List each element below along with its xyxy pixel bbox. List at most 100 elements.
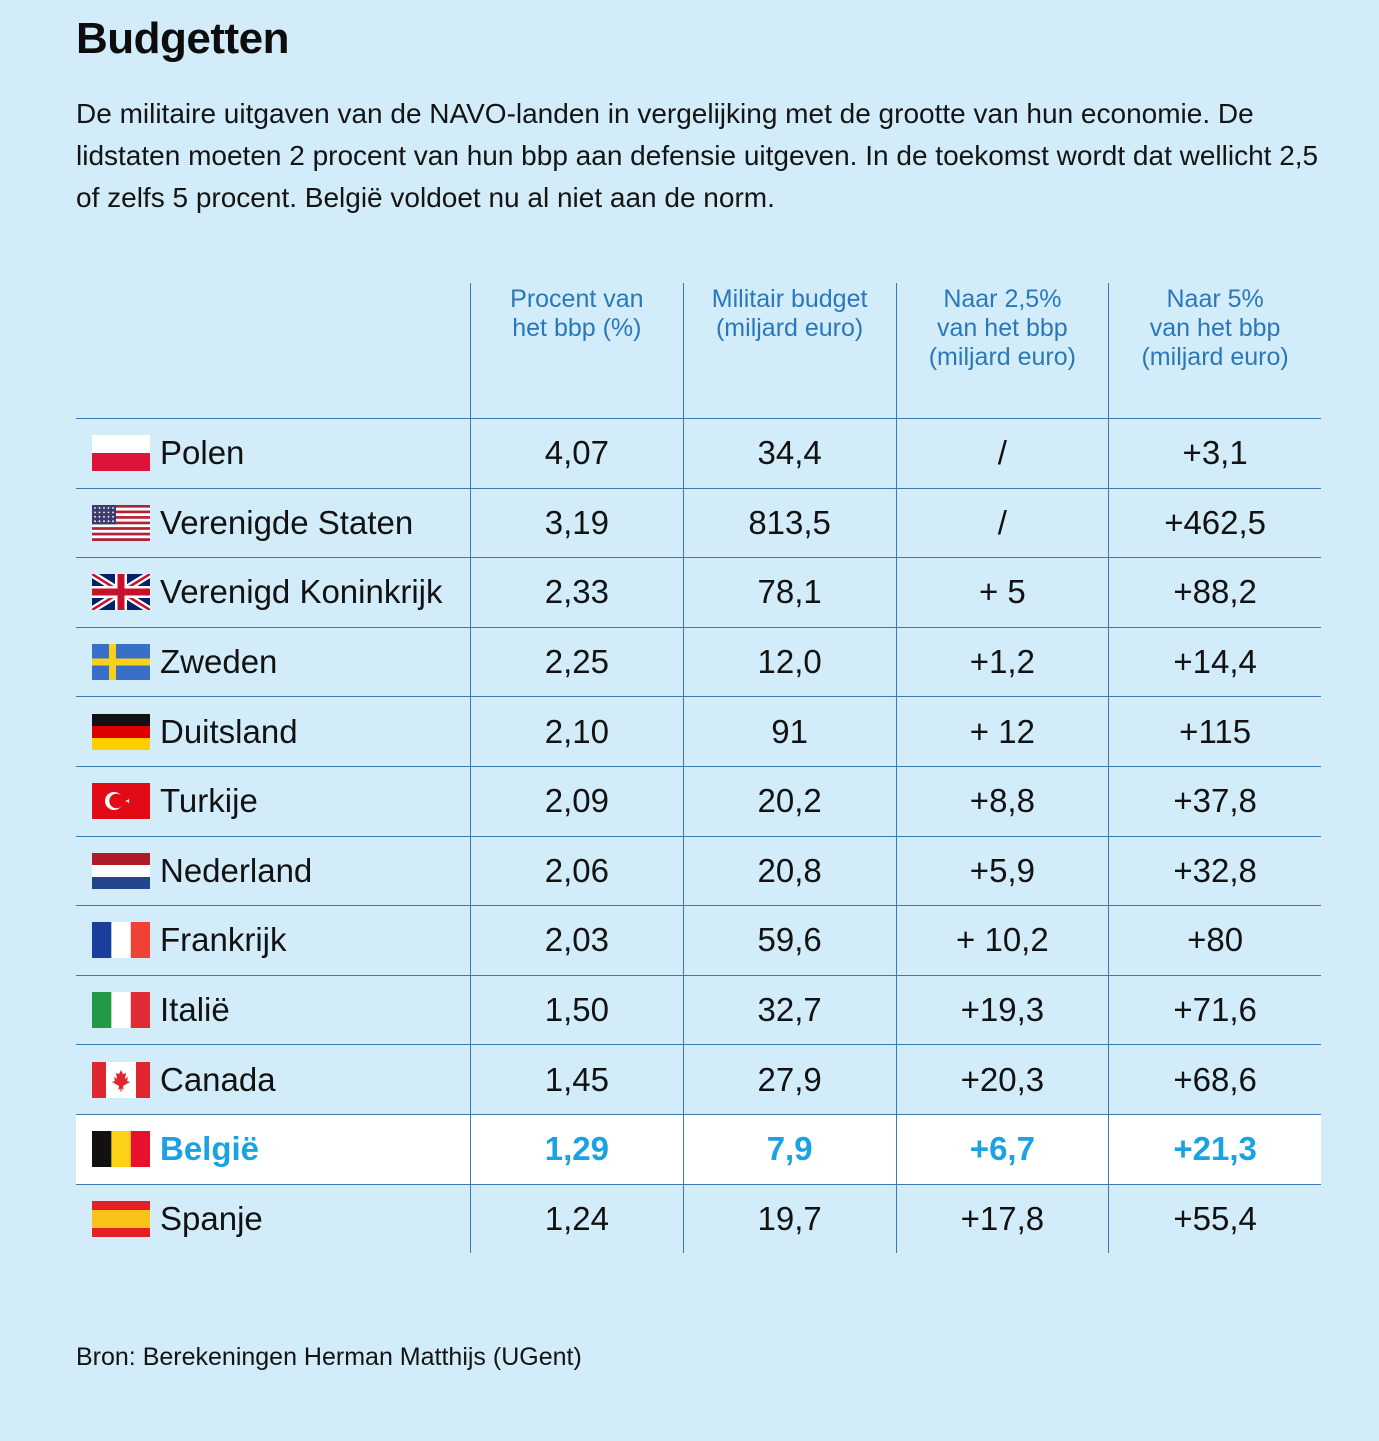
country-name: Verenigde Staten	[160, 503, 414, 541]
table-row: Frankrijk 2,03 59,6 + 10,2 +80	[76, 905, 1321, 975]
sweden-flag-icon	[92, 644, 150, 681]
italy-flag-icon	[92, 992, 150, 1029]
header-to-2-5-pct: Naar 2,5% van het bbp (miljard euro)	[895, 283, 1109, 418]
pct-gdp-value: 1,24	[470, 1184, 683, 1254]
netherlands-flag-icon	[92, 852, 150, 889]
pct-gdp-value: 2,25	[470, 627, 683, 697]
table-row: Nederland 2,06 20,8 +5,9 +32,8	[76, 835, 1321, 906]
to-2-5-pct-value: + 10,2	[895, 906, 1109, 975]
military-budget-value: 91	[682, 697, 896, 766]
to-5-pct-value: +80	[1108, 906, 1321, 975]
to-2-5-pct-value: /	[895, 419, 1109, 488]
country-cell: Turkije	[76, 767, 470, 836]
country-cell: Frankrijk	[76, 906, 470, 975]
military-budget-value: 12,0	[682, 627, 896, 697]
to-2-5-pct-value: +17,8	[895, 1184, 1109, 1254]
to-5-pct-value: +68,6	[1108, 1045, 1321, 1114]
header-line: (miljard euro)	[715, 314, 864, 342]
chart-subtitle: De militaire uitgaven van de NAVO-landen…	[76, 98, 1319, 213]
country-name: Canada	[160, 1060, 276, 1098]
pct-gdp-value: 3,19	[470, 488, 683, 558]
to-2-5-pct-value: +1,2	[895, 627, 1109, 697]
table-row-highlighted: België 1,29 7,9 +6,7 +21,3	[76, 1113, 1321, 1184]
header-line: Procent van	[510, 285, 644, 313]
pct-gdp-value: 1,45	[470, 1045, 683, 1114]
table-row: Verenigde Staten 3,19 813,5/+462,5	[76, 487, 1321, 558]
country-name: Turkije	[160, 782, 258, 820]
header-country-spacer	[76, 283, 470, 418]
country-name: Zweden	[160, 643, 278, 681]
military-budget-value: 7,9	[682, 1114, 896, 1184]
country-cell: Zweden	[76, 628, 470, 697]
to-2-5-pct-value: +8,8	[895, 766, 1109, 836]
poland-flag-icon	[92, 435, 150, 472]
table-row: Turkije 2,09 20,2 +8,8 +37,8	[76, 765, 1321, 836]
turkey-flag-icon	[92, 783, 150, 820]
country-cell: België	[76, 1115, 470, 1184]
military-budget-value: 78,1	[682, 558, 896, 627]
country-name: Nederland	[160, 851, 313, 889]
uk-flag-icon	[92, 574, 150, 611]
header-line: (miljard euro)	[928, 343, 1076, 371]
header-line: (miljard euro)	[1141, 343, 1289, 371]
header-line: Naar 2,5%	[943, 285, 1062, 313]
header-military-budget: Militair budget (miljard euro)	[682, 283, 896, 418]
pct-gdp-value: 1,50	[470, 975, 683, 1045]
military-budget-value: 59,6	[682, 906, 896, 975]
header-line: het bbp (%)	[512, 314, 642, 342]
germany-flag-icon	[92, 713, 150, 750]
table-row: Canada 1,45 27,9 +20,3 +68,6	[76, 1044, 1321, 1114]
table-row: Zweden 2,25 12,0 +1,2 +14,4	[76, 626, 1321, 697]
to-2-5-pct-value: + 5	[895, 558, 1109, 627]
to-5-pct-value: +71,6	[1108, 975, 1321, 1045]
to-5-pct-value: +14,4	[1108, 627, 1321, 697]
to-5-pct-value: +462,5	[1108, 488, 1321, 558]
canada-flag-icon	[92, 1061, 150, 1098]
to-2-5-pct-value: /	[895, 488, 1109, 558]
pct-gdp-value: 4,07	[470, 419, 683, 488]
header-line: Naar 5%	[1166, 285, 1264, 313]
belgium-flag-icon	[92, 1131, 150, 1168]
to-2-5-pct-value: +6,7	[895, 1114, 1109, 1184]
to-2-5-pct-value: + 12	[895, 697, 1109, 766]
pct-gdp-value: 1,29	[470, 1114, 683, 1184]
to-2-5-pct-value: +19,3	[895, 975, 1109, 1045]
country-name: Spanje	[160, 1199, 263, 1237]
country-cell: Verenigd Koninkrijk	[76, 558, 470, 627]
pct-gdp-value: 2,33	[470, 558, 683, 627]
header-pct-gdp: Procent van het bbp (%)	[470, 283, 683, 418]
usa-flag-icon	[92, 504, 150, 541]
pct-gdp-value: 2,10	[470, 697, 683, 766]
military-budget-value: 20,8	[682, 836, 896, 906]
military-budget-value: 34,4	[682, 419, 896, 488]
country-name: Polen	[160, 434, 245, 472]
table-row: Italië 1,50 32,7 +19,3 +71,6	[76, 974, 1321, 1045]
country-cell: Verenigde Staten	[76, 489, 470, 558]
to-5-pct-value: +3,1	[1108, 419, 1321, 488]
table-header-row: Procent van het bbp (%) Militair budget …	[76, 283, 1321, 418]
to-5-pct-value: +21,3	[1108, 1114, 1321, 1184]
spain-flag-icon	[92, 1200, 150, 1237]
table-row: Spanje 1,24 19,7 +17,8 +55,4	[76, 1183, 1321, 1254]
country-cell: Duitsland	[76, 697, 470, 766]
table-body: Polen 4,07 34,4/+3,1 Verenigde Staten 3,19 81…	[76, 418, 1321, 1254]
to-5-pct-value: +115	[1108, 697, 1321, 766]
pct-gdp-value: 2,03	[470, 906, 683, 975]
to-5-pct-value: +32,8	[1108, 836, 1321, 906]
to-5-pct-value: +55,4	[1108, 1184, 1321, 1254]
country-name: België	[160, 1130, 260, 1168]
military-budget-value: 27,9	[682, 1045, 896, 1114]
country-name: Duitsland	[160, 712, 298, 750]
header-to-5-pct: Naar 5% van het bbp (miljard euro)	[1108, 283, 1321, 418]
to-2-5-pct-value: +5,9	[895, 836, 1109, 906]
country-name: Italië	[160, 991, 230, 1029]
country-name: Frankrijk	[160, 921, 287, 959]
pct-gdp-value: 2,09	[470, 766, 683, 836]
source-note: Bron: Berekeningen Herman Matthijs (UGen…	[76, 1343, 582, 1371]
country-cell: Canada	[76, 1045, 470, 1114]
budget-table: Procent van het bbp (%) Militair budget …	[76, 283, 1321, 1254]
country-cell: Spanje	[76, 1185, 470, 1254]
table-row: Verenigd Koninkrijk 2,33 78,1 + 5 +88,2	[76, 557, 1321, 627]
country-cell: Italië	[76, 976, 470, 1045]
to-5-pct-value: +37,8	[1108, 766, 1321, 836]
